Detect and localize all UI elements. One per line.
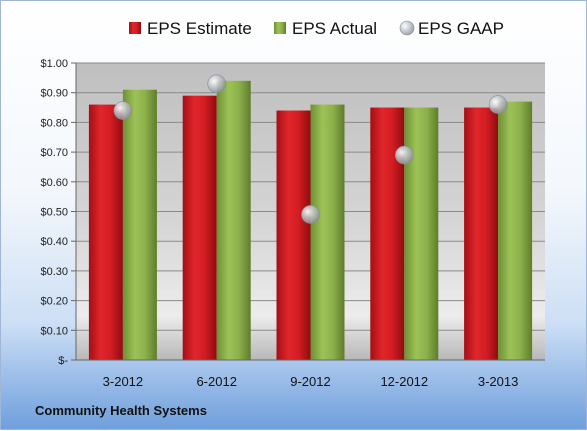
y-tick-label: $- bbox=[58, 355, 68, 367]
point-eps-gaap bbox=[113, 101, 133, 120]
company-name: Community Health Systems bbox=[35, 403, 207, 418]
y-tick-label: $0.40 bbox=[40, 236, 68, 248]
legend-label: EPS Actual bbox=[292, 19, 377, 38]
x-tick-label: 9-2012 bbox=[290, 374, 330, 389]
y-tick-label: $0.60 bbox=[40, 177, 68, 189]
legend-swatch bbox=[274, 22, 286, 34]
x-axis: 3-2012 6-2012 9-2012 12-2012 3-2013 bbox=[76, 359, 545, 389]
x-tick-label: 3-2013 bbox=[478, 374, 518, 389]
y-axis: $- $0.10 $0.20 $0.30 $0.40 $0.50 $0.60 $0.70 $0.… bbox=[40, 58, 77, 367]
point-eps-gaap bbox=[488, 95, 508, 114]
legend: EPS Estimate EPS Actual EPS GAAP bbox=[129, 19, 504, 38]
y-tick-label: $0.30 bbox=[40, 266, 68, 278]
y-tick-label: $1.00 bbox=[40, 58, 68, 70]
point-eps-gaap bbox=[394, 145, 414, 165]
legend-label: EPS Estimate bbox=[147, 19, 252, 38]
point-eps-gaap bbox=[301, 205, 320, 224]
bar-eps-actual bbox=[216, 80, 251, 360]
bar-eps-estimate bbox=[276, 110, 311, 361]
y-tick-label: $0.70 bbox=[40, 147, 68, 159]
bar-eps-actual bbox=[404, 107, 439, 360]
bar-eps-estimate bbox=[182, 95, 217, 361]
y-tick-label: $0.10 bbox=[40, 325, 68, 337]
y-tick-label: $0.80 bbox=[40, 117, 68, 129]
legend-label: EPS GAAP bbox=[418, 19, 504, 38]
gaap-points bbox=[113, 74, 508, 224]
y-tick-label: $0.90 bbox=[40, 88, 68, 100]
x-tick-label: 12-2012 bbox=[380, 374, 428, 389]
legend-swatch bbox=[399, 20, 415, 36]
bars bbox=[88, 80, 533, 361]
bar-eps-actual bbox=[498, 101, 533, 361]
point-eps-gaap bbox=[207, 74, 226, 94]
bar-eps-estimate bbox=[464, 107, 499, 360]
bar-eps-estimate bbox=[370, 107, 405, 360]
bar-eps-actual bbox=[122, 89, 157, 360]
y-tick-label: $0.50 bbox=[40, 207, 68, 219]
x-tick-label: 6-2012 bbox=[196, 374, 236, 389]
bar-eps-estimate bbox=[88, 104, 123, 360]
bar-eps-actual bbox=[310, 104, 345, 360]
x-tick-label: 3-2012 bbox=[103, 374, 143, 389]
legend-swatch bbox=[129, 22, 141, 34]
y-tick-label: $0.20 bbox=[40, 296, 68, 308]
